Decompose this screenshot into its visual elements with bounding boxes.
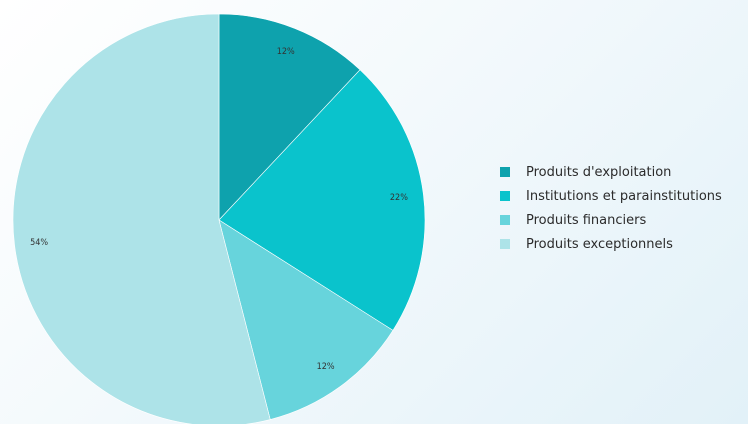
legend-item-3: Produits financiers <box>500 208 722 232</box>
legend-swatch <box>500 239 510 249</box>
pie-slice-1 <box>218 13 361 221</box>
legend-label: Produits d'exploitation <box>526 164 672 180</box>
legend-swatch <box>500 167 510 177</box>
chart-legend: Produits d'exploitation Institutions et p… <box>500 160 722 256</box>
legend-label: Institutions et parainstitutions <box>526 188 722 204</box>
legend-label: Produits exceptionnels <box>526 236 673 252</box>
legend-item-2: Institutions et parainstitutions <box>500 184 722 208</box>
legend-swatch <box>500 191 510 201</box>
legend-swatch <box>500 215 510 225</box>
pie-slice-label-4: 54% <box>30 238 48 248</box>
pie-slice-4 <box>12 13 271 424</box>
pie-slice-label-3: 12% <box>317 362 335 372</box>
pie-slice-label-2: 22% <box>390 193 408 203</box>
pie-slice-label-1: 12% <box>277 47 295 57</box>
legend-label: Produits financiers <box>526 212 647 228</box>
legend-item-1: Produits d'exploitation <box>500 160 722 184</box>
pie-slice-2 <box>218 69 426 331</box>
legend-item-4: Produits exceptionnels <box>500 232 722 256</box>
pie-slice-3 <box>218 219 394 420</box>
